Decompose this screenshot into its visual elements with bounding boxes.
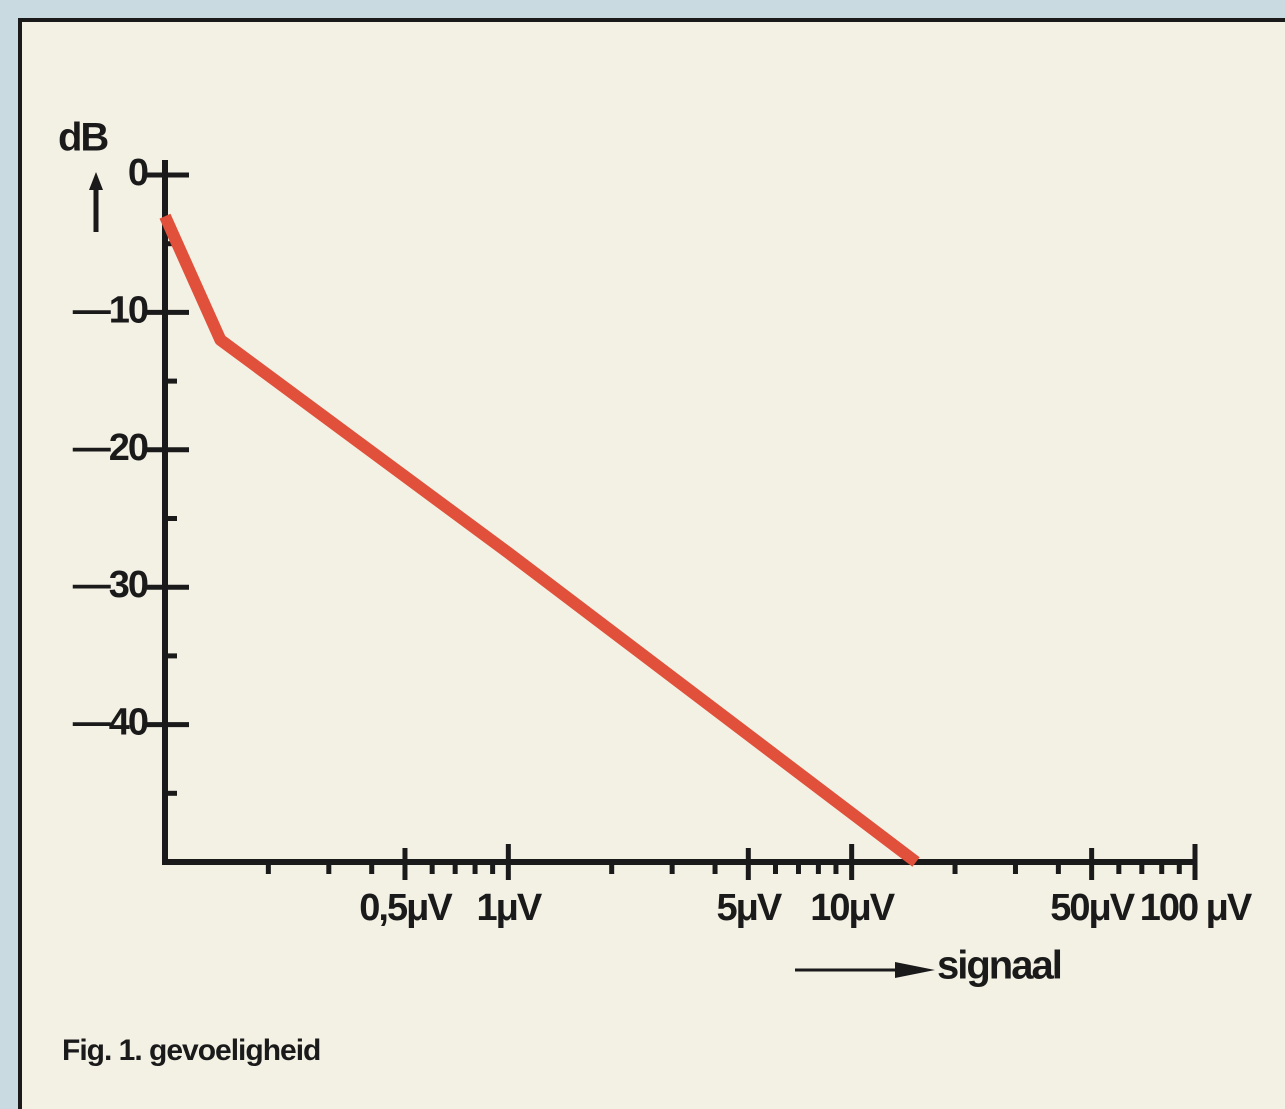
y-arrow-head — [89, 172, 103, 190]
y-tick-label: —40 — [73, 702, 148, 744]
x-tick-label: 0,5μV — [359, 887, 453, 929]
line — [159, 213, 920, 867]
y-tick-label: 0 — [128, 152, 148, 194]
y-axis-label: dB — [58, 116, 108, 160]
panel — [18, 18, 1285, 1109]
y-tick-label: —10 — [73, 289, 148, 331]
x-tick-label: 50μV — [1050, 887, 1136, 929]
x-tick-label: 5μV — [716, 887, 782, 929]
x-tick-label: 1μV — [476, 887, 542, 929]
x-arrow-head — [895, 962, 935, 978]
caption: Fig. 1. gevoeligheid — [62, 1034, 320, 1067]
y-tick-label: —20 — [73, 427, 148, 469]
x-tick-label: 100 μV — [1140, 887, 1253, 929]
x-tick-label: 10μV — [810, 887, 896, 929]
x-axis-label: signaal — [937, 944, 1061, 988]
y-tick-label: —30 — [73, 564, 148, 606]
